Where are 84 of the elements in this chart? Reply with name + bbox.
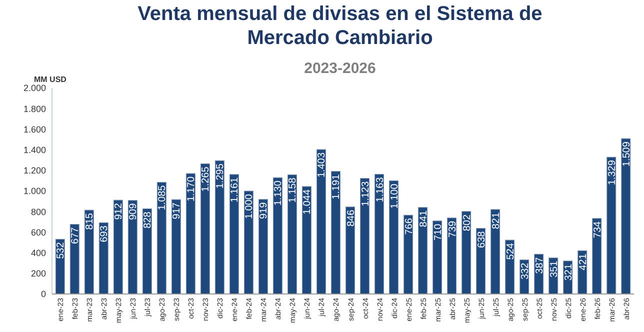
bar	[128, 200, 138, 294]
data-label: 710	[432, 223, 444, 241]
data-label: 739	[447, 220, 458, 238]
data-label: 802	[462, 214, 473, 232]
bar	[432, 220, 442, 294]
y-tick-label: 1.200	[23, 166, 46, 176]
data-label: 766	[404, 218, 415, 235]
bar	[272, 177, 283, 294]
bar	[156, 182, 166, 294]
bar	[360, 178, 370, 294]
data-label: 1.403	[316, 152, 328, 178]
data-label: 919	[258, 202, 270, 220]
data-label: 1.295	[215, 163, 226, 189]
bar	[374, 174, 384, 294]
y-tick-label: 1.800	[23, 104, 46, 114]
data-label: 677	[70, 226, 82, 244]
bar	[490, 209, 500, 294]
bar	[200, 163, 210, 294]
data-label: 1.000	[244, 194, 256, 220]
data-label: 1.130	[273, 180, 284, 206]
bar	[244, 190, 254, 294]
y-axis-title: MM USD	[34, 75, 67, 84]
bar	[214, 160, 224, 294]
bar	[113, 200, 123, 294]
bar	[84, 210, 94, 294]
bar	[229, 174, 239, 294]
data-label: 321	[563, 264, 574, 281]
chart-subtitle: 2023-2026	[304, 60, 376, 77]
data-label: 734	[592, 220, 604, 238]
data-label: 1.265	[200, 166, 212, 192]
bar	[287, 174, 298, 294]
chart-title: Venta mensual de divisas en el Sistema de Mercado Cambiario	[136, 2, 544, 50]
data-label: 693	[99, 225, 110, 242]
data-label: 1.123	[360, 180, 372, 206]
data-label: 1.158	[288, 177, 299, 203]
bar	[388, 180, 399, 294]
y-tick-label: 200	[30, 268, 46, 279]
data-label: 1.163	[374, 176, 386, 202]
bar	[462, 211, 472, 294]
data-label: 421	[578, 253, 589, 270]
data-label: 909	[128, 202, 140, 220]
data-label: 1.191	[331, 174, 342, 200]
bar	[171, 199, 181, 294]
y-tick-label: 400	[30, 248, 46, 258]
bar	[330, 171, 341, 294]
y-tick-label: 600	[30, 227, 46, 238]
y-tick-label: 0	[40, 289, 46, 300]
bar	[592, 218, 602, 294]
bar	[302, 186, 312, 294]
data-label: 638	[476, 230, 488, 248]
data-label: 841	[418, 210, 430, 228]
data-label: 821	[490, 212, 502, 230]
y-tick-label: 1.600	[23, 124, 46, 134]
data-label: 1.329	[606, 160, 618, 186]
data-label: 1.100	[389, 183, 400, 209]
y-tick-label: 1.000	[23, 186, 46, 196]
data-label: 387	[534, 256, 546, 274]
y-tick-label: 2.000	[23, 83, 46, 94]
data-label: 532	[56, 242, 67, 259]
data-label: 912	[114, 202, 125, 220]
data-label: 351	[548, 260, 560, 278]
bar	[345, 206, 356, 294]
bar	[186, 173, 196, 294]
data-label: 1.161	[230, 176, 241, 202]
bar	[403, 214, 414, 294]
y-tick-label: 800	[30, 206, 46, 217]
bar	[447, 218, 457, 294]
data-label: 1.044	[302, 189, 314, 214]
bar	[258, 199, 268, 294]
data-label: 1.170	[186, 176, 198, 202]
data-label: 524	[505, 242, 516, 260]
data-label: 332	[520, 262, 531, 280]
bar	[70, 224, 80, 294]
data-label: 815	[84, 212, 96, 230]
bar	[606, 156, 616, 294]
data-label: 828	[142, 211, 154, 228]
data-label: 917	[172, 202, 183, 220]
bar	[621, 138, 631, 294]
data-label: 1.085	[157, 184, 168, 210]
bar	[418, 207, 428, 294]
data-label: 1.509	[621, 141, 632, 167]
y-tick-label: 1.400	[23, 144, 46, 155]
data-label: 846	[346, 209, 357, 227]
bar	[316, 149, 326, 294]
